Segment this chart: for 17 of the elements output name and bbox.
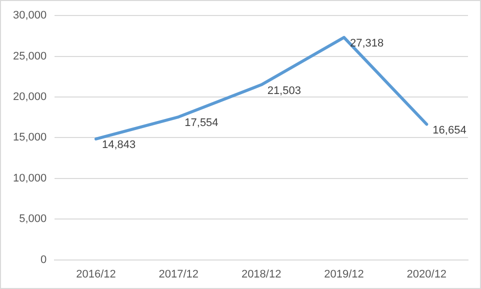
data-label: 16,654 <box>432 124 466 136</box>
data-label: 17,554 <box>184 116 218 129</box>
x-tick-label: 2019/12 <box>324 268 364 280</box>
y-tick-label: 10,000 <box>12 172 47 184</box>
data-label: 21,503 <box>267 84 301 97</box>
x-tick-label: 2017/12 <box>158 268 199 280</box>
y-tick-label: 20,000 <box>12 91 47 104</box>
x-tick-label: 2016/12 <box>76 268 116 280</box>
y-tick-label: 25,000 <box>12 50 47 62</box>
y-tick-label: 0 <box>40 254 47 266</box>
x-tick-label: 2018/12 <box>241 268 282 280</box>
y-tick-label: 15,000 <box>12 132 47 144</box>
data-label: 27,318 <box>350 37 384 50</box>
y-tick-label: 5,000 <box>19 213 47 226</box>
y-tick-label: 30,000 <box>12 10 47 22</box>
data-label: 14,843 <box>102 139 136 152</box>
x-tick-label: 2020/12 <box>406 268 447 280</box>
